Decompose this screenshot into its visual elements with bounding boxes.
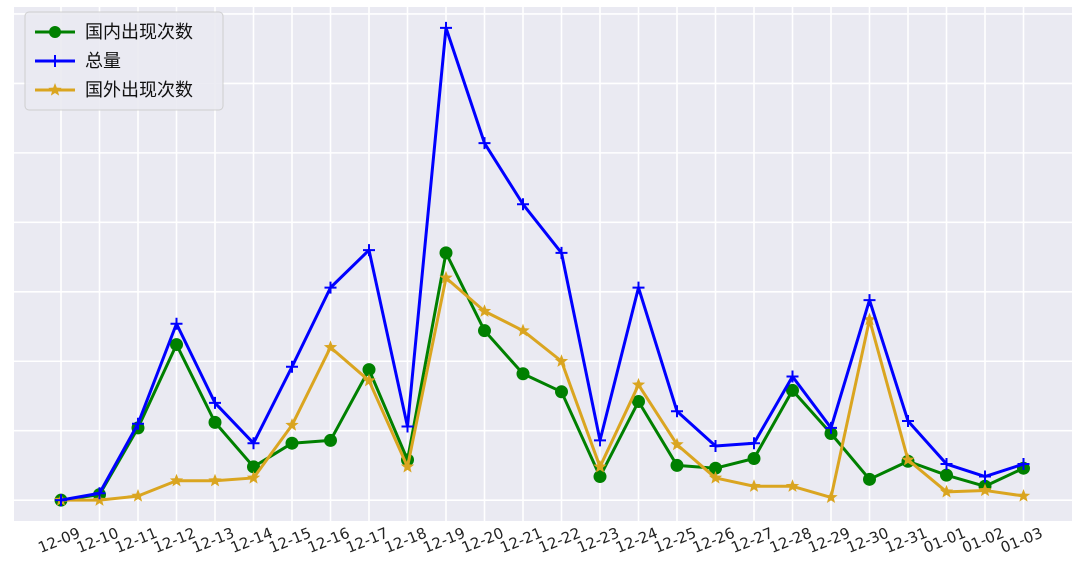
data-point: [593, 459, 607, 473]
data-point: [324, 281, 337, 294]
data-point: [902, 414, 914, 427]
data-point: [285, 418, 299, 431]
data-point: [132, 417, 144, 430]
data-point: [940, 458, 953, 471]
data-point: [670, 437, 684, 451]
data-point: [362, 373, 376, 387]
data-point: [400, 459, 415, 473]
data-point: [478, 137, 491, 150]
data-point: [555, 385, 568, 399]
data-point: [901, 452, 915, 466]
data-point: [209, 396, 221, 409]
data-point: [324, 433, 337, 447]
data-point: [286, 360, 298, 373]
series-0: [54, 246, 1030, 507]
data-point: [247, 460, 260, 474]
data-point: [555, 246, 568, 259]
data-point: [708, 470, 723, 484]
data-point: [362, 363, 376, 377]
data-point: [862, 312, 877, 326]
data-point: [439, 246, 453, 260]
data-point: [670, 458, 684, 472]
data-point: [246, 470, 261, 484]
data-point: [517, 198, 529, 211]
data-point: [516, 367, 530, 381]
legend-label-total: 总量: [85, 51, 121, 72]
data-point: [786, 370, 799, 383]
legend-entry-domestic: 国内出现次数: [35, 22, 193, 43]
data-point: [1017, 458, 1030, 471]
data-point: [93, 487, 106, 500]
data-point: [1016, 488, 1031, 502]
data-point: [785, 479, 800, 492]
legend-label-domestic: 国内出现次数: [85, 22, 193, 43]
series-layer: [54, 21, 1031, 507]
data-point: [594, 434, 606, 447]
data-point: [363, 244, 375, 257]
legend-box: [24, 11, 224, 111]
x-tick-label: 01-03: [998, 524, 1045, 557]
data-point: [323, 340, 338, 354]
legend-label-foreign: 国外出现次数: [85, 80, 193, 101]
series-line: [60, 26, 1024, 502]
data-point: [440, 21, 452, 34]
data-point: [247, 437, 260, 450]
data-point: [55, 494, 67, 507]
series-line: [60, 251, 1025, 502]
series-2: [54, 270, 1031, 506]
legend-entry-total: 总量: [35, 51, 121, 72]
data-point: [825, 421, 837, 434]
data-point: [477, 304, 492, 317]
data-point: [593, 470, 607, 484]
data-point: [439, 270, 453, 284]
data-point: [786, 383, 799, 397]
data-point: [979, 470, 991, 483]
data-point: [285, 436, 299, 450]
data-point: [208, 473, 222, 487]
data-point: [208, 415, 222, 429]
data-point: [516, 323, 530, 337]
data-point: [478, 324, 491, 338]
series-1: [55, 21, 1030, 507]
data-point: [632, 281, 645, 294]
data-point: [978, 483, 992, 497]
data-point: [170, 338, 183, 352]
data-point: [863, 294, 876, 307]
data-point: [671, 405, 683, 418]
data-point: [824, 490, 838, 504]
data-point: [401, 420, 414, 433]
legend-entry-foreign: 国外出现次数: [35, 80, 193, 101]
series-line: [61, 276, 1024, 502]
x-tick-labels: 12-0912-1012-1112-1212-1312-1412-1512-16…: [36, 524, 1046, 557]
data-point: [709, 439, 722, 452]
data-point: [747, 451, 761, 465]
data-point: [747, 479, 761, 492]
data-point: [709, 461, 722, 475]
data-point: [748, 437, 760, 450]
data-point: [863, 472, 876, 486]
data-point: [632, 395, 645, 409]
data-point: [554, 354, 569, 367]
data-point: [169, 473, 184, 487]
data-point: [631, 377, 646, 391]
data-point: [939, 484, 954, 498]
legend: 国内出现次数 总量 国外出现次数: [24, 11, 224, 111]
data-point: [131, 488, 145, 502]
data-point: [170, 317, 183, 330]
data-point: [940, 468, 953, 482]
data-point: [92, 493, 107, 506]
